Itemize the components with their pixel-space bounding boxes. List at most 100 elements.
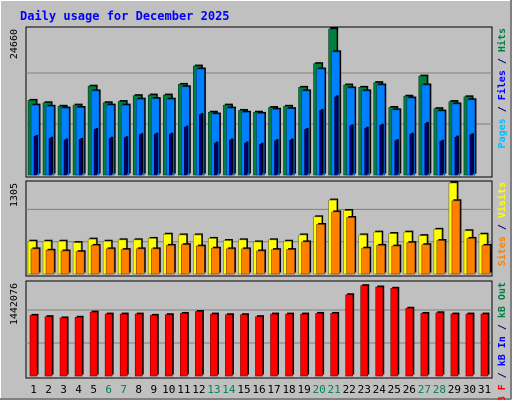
legend-part: kB In — [497, 336, 508, 366]
x-label-day-15: 15 — [237, 383, 250, 396]
x-label-day-12: 12 — [192, 383, 205, 396]
bar-kb-f-day-21 — [330, 313, 338, 377]
bar-pages-day-24 — [379, 124, 383, 176]
panel-visits-sites-legend: Sites / Visits — [496, 182, 508, 266]
bar-kb-f-day-15 — [240, 314, 248, 377]
bar-kb-f-day-7 — [119, 313, 128, 377]
bar-kb-f-day-30 — [465, 313, 474, 377]
bar-kb-f-day-5 — [89, 311, 98, 377]
panel-kbytes-scale-label: 1442076 — [9, 283, 20, 325]
legend-part: / — [497, 318, 508, 336]
bar-pages-day-25 — [394, 140, 398, 176]
bar-pages-day-17 — [274, 140, 278, 176]
x-label-day-22: 22 — [343, 383, 356, 396]
bar-sites-day-10 — [165, 245, 175, 275]
x-label-day-20: 20 — [313, 383, 326, 396]
x-label-day-17: 17 — [267, 383, 280, 396]
legend-part: / — [497, 52, 508, 70]
panel-kbytes: 1442076 kB F / kB In / kB Out — [9, 280, 508, 400]
bar-sites-day-17 — [271, 249, 280, 275]
panel-hits-files-pages-legend: Pages / Files / Hits — [496, 28, 508, 148]
bar-kb-f-day-12 — [195, 311, 203, 377]
bar-sites-day-24 — [376, 245, 386, 275]
bar-pages-day-18 — [289, 139, 293, 176]
legend-part: kB F — [497, 384, 508, 400]
bar-kb-f-day-2 — [44, 316, 53, 377]
bar-sites-day-20 — [316, 224, 325, 275]
bar-sites-day-14 — [226, 248, 235, 275]
panel-visits-sites: 1305 Sites / Visits — [9, 180, 508, 277]
bar-kb-f-day-17 — [270, 313, 278, 377]
legend-part: / — [497, 100, 508, 118]
bar-pages-day-16 — [259, 143, 263, 176]
bar-pages-day-22 — [349, 125, 353, 176]
bar-sites-day-22 — [346, 217, 355, 275]
x-label-day-4: 4 — [75, 383, 82, 396]
legend-part: / — [497, 366, 508, 384]
bar-pages-day-23 — [364, 127, 368, 176]
bar-kb-f-day-18 — [285, 313, 293, 377]
bar-kb-f-day-14 — [225, 314, 233, 377]
panel-kbytes-legend: kB F / kB In / kB Out — [497, 282, 508, 400]
bar-sites-day-29 — [451, 200, 461, 275]
bar-pages-day-30 — [469, 134, 473, 176]
bar-kb-f-day-25 — [390, 287, 399, 377]
bar-sites-day-9 — [150, 248, 160, 275]
bar-pages-day-15 — [244, 142, 248, 176]
bar-kb-f-day-13 — [210, 313, 218, 377]
x-label-day-6: 6 — [105, 383, 112, 396]
bar-pages-day-27 — [424, 123, 428, 176]
bar-kb-f-day-28 — [435, 312, 444, 377]
x-label-day-10: 10 — [162, 383, 175, 396]
bar-sites-day-6 — [105, 248, 115, 275]
bar-kb-f-day-27 — [420, 313, 429, 377]
bar-pages-day-6 — [108, 137, 112, 176]
bar-kb-f-day-11 — [180, 313, 188, 377]
bar-kb-f-day-8 — [134, 313, 143, 377]
bar-sites-day-18 — [286, 249, 295, 275]
bar-sites-day-13 — [211, 247, 220, 275]
bar-kb-f-day-19 — [300, 313, 308, 377]
bar-kb-f-day-23 — [360, 285, 369, 377]
x-label-day-21: 21 — [328, 383, 341, 396]
x-label-day-7: 7 — [120, 383, 127, 396]
x-label-day-2: 2 — [45, 383, 52, 396]
bar-sites-day-12 — [196, 245, 205, 275]
x-label-day-3: 3 — [60, 383, 67, 396]
bar-pages-day-29 — [454, 136, 458, 176]
legend-part: Hits — [496, 28, 508, 52]
bar-pages-day-9 — [153, 133, 158, 176]
bar-kb-f-day-16 — [255, 316, 263, 377]
x-label-day-9: 9 — [150, 383, 157, 396]
bar-kb-f-day-9 — [149, 315, 158, 377]
bar-sites-day-7 — [120, 249, 130, 275]
bar-sites-day-4 — [75, 251, 85, 275]
bar-sites-day-1 — [30, 248, 40, 275]
bar-sites-day-28 — [436, 240, 446, 275]
x-label-day-24: 24 — [373, 383, 387, 396]
bar-sites-day-31 — [481, 245, 491, 275]
x-label-day-31: 31 — [478, 383, 491, 396]
panel-hits-files-pages-scale-label: 24660 — [9, 29, 20, 59]
bar-sites-day-21 — [331, 211, 340, 275]
bar-sites-day-8 — [135, 248, 145, 275]
bar-pages-day-19 — [304, 129, 308, 176]
bar-pages-day-11 — [184, 126, 188, 176]
bar-kb-f-day-1 — [29, 315, 38, 377]
bar-kb-f-day-10 — [164, 314, 173, 377]
x-label-day-28: 28 — [433, 383, 446, 396]
x-label-day-18: 18 — [282, 383, 295, 396]
bar-sites-day-11 — [181, 244, 190, 275]
x-label-day-1: 1 — [30, 383, 37, 396]
bar-sites-day-19 — [301, 241, 310, 275]
bar-sites-day-3 — [60, 250, 70, 275]
bar-kb-f-day-22 — [345, 294, 353, 377]
bar-pages-day-20 — [319, 110, 323, 176]
bar-kb-f-day-24 — [375, 286, 384, 377]
legend-part: Files — [496, 70, 508, 100]
legend-part: Pages — [497, 118, 508, 148]
x-label-day-8: 8 — [135, 383, 142, 396]
x-label-day-16: 16 — [252, 383, 265, 396]
bar-pages-day-7 — [123, 137, 127, 176]
bar-sites-day-23 — [361, 247, 371, 275]
